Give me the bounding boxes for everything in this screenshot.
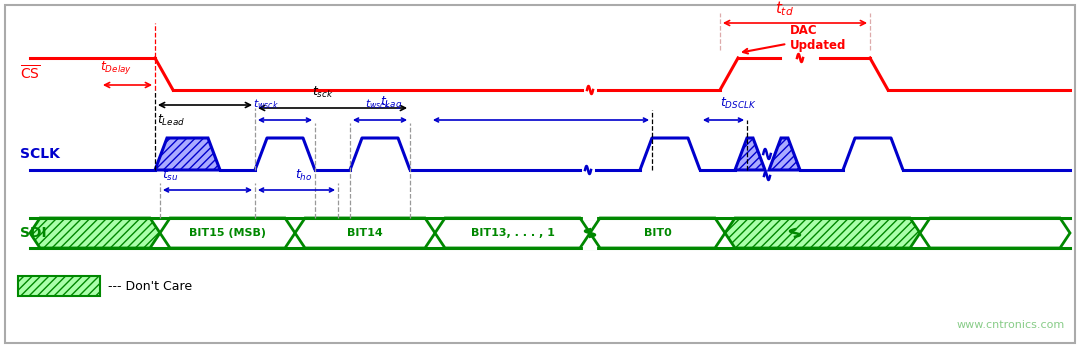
Text: $t_{td}$: $t_{td}$ <box>775 0 794 18</box>
Text: DAC
Updated: DAC Updated <box>743 24 847 54</box>
Text: $t_{su}$: $t_{su}$ <box>162 168 178 183</box>
Polygon shape <box>295 218 435 248</box>
Polygon shape <box>18 276 100 296</box>
Text: $t_{ho}$: $t_{ho}$ <box>295 168 312 183</box>
Polygon shape <box>156 138 220 170</box>
Text: $t_{Lag}$: $t_{Lag}$ <box>380 94 403 111</box>
Polygon shape <box>725 218 920 248</box>
Polygon shape <box>160 218 295 248</box>
Text: www.cntronics.com: www.cntronics.com <box>957 320 1065 330</box>
Text: --- Don't Care: --- Don't Care <box>108 279 192 293</box>
Text: BIT15 (MSB): BIT15 (MSB) <box>189 228 266 238</box>
Text: $t_{DSCLK}$: $t_{DSCLK}$ <box>720 96 756 111</box>
Polygon shape <box>30 218 160 248</box>
Text: $t_{wsck}$: $t_{wsck}$ <box>365 97 391 111</box>
Text: BIT14: BIT14 <box>347 228 383 238</box>
Text: $t_{Lead}$: $t_{Lead}$ <box>157 113 185 128</box>
Text: $t_{wsck}$: $t_{wsck}$ <box>253 97 279 111</box>
Text: BIT0: BIT0 <box>644 228 672 238</box>
Text: SCLK: SCLK <box>21 147 59 161</box>
Text: $\overline{\rm CS}$: $\overline{\rm CS}$ <box>21 64 40 82</box>
Polygon shape <box>735 138 765 170</box>
Polygon shape <box>435 218 590 248</box>
Polygon shape <box>920 218 1070 248</box>
Text: SDI: SDI <box>21 226 46 240</box>
Text: BIT13, . . . , 1: BIT13, . . . , 1 <box>471 228 554 238</box>
Text: $t_{sck}$: $t_{sck}$ <box>312 85 334 100</box>
Text: $t_{Delay}$: $t_{Delay}$ <box>100 59 132 76</box>
Polygon shape <box>769 138 800 170</box>
Polygon shape <box>590 218 725 248</box>
